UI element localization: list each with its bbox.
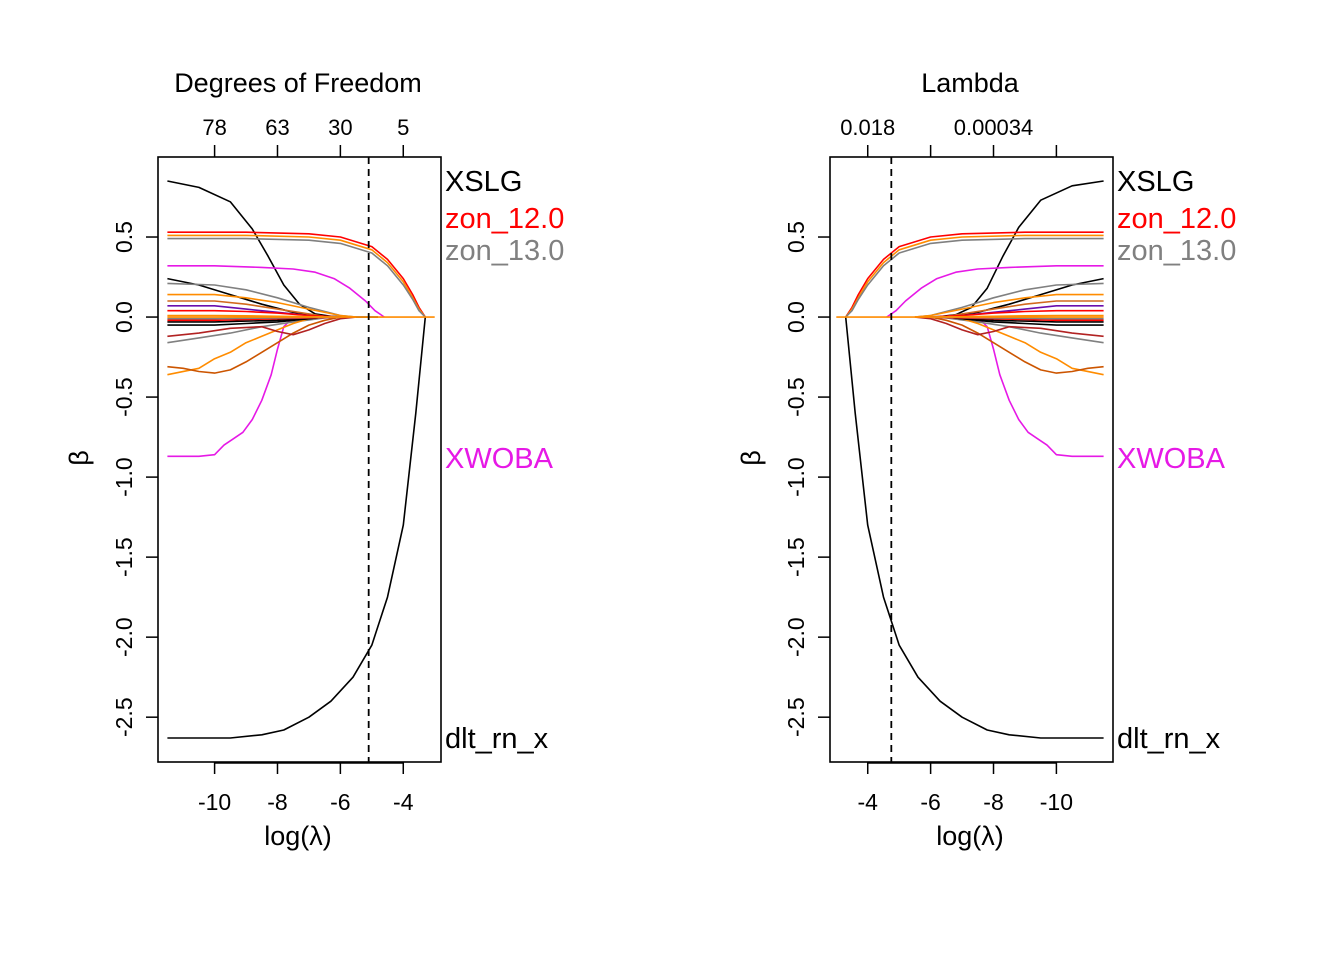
variable-label: XSLG — [445, 166, 522, 198]
plot-frame — [157, 156, 442, 763]
y-tick-label: -1.5 — [111, 537, 137, 577]
y-tick-label: -2.0 — [783, 617, 809, 657]
series-group — [836, 180, 1104, 739]
variable-label: dlt_rn_x — [445, 723, 549, 755]
series-line-4 — [167, 237, 426, 318]
series-line-18 — [167, 309, 341, 318]
panel-degrees-of-freedom: Degrees of Freedom log(λ) β -10 -8 -6 -4 78 6… — [64, 68, 564, 851]
y-tick-label: 0.0 — [783, 301, 809, 333]
y-tick-label: -1.0 — [111, 457, 137, 497]
series-line-13 — [914, 293, 1104, 318]
variable-label: dlt_rn_x — [1117, 723, 1221, 755]
y-tick-label: 0.0 — [111, 301, 137, 333]
y-tick-label: -2.5 — [111, 697, 137, 737]
series-line-12 — [914, 316, 1104, 338]
x-tick-label: -8 — [267, 789, 287, 815]
x-tick-label: -4 — [858, 789, 879, 815]
top-tick-label: 78 — [202, 115, 226, 140]
series-line-2 — [167, 231, 426, 318]
series-line-10 — [946, 316, 1104, 376]
series-line-6 — [167, 316, 294, 458]
y-tick-label: 0.5 — [111, 221, 137, 253]
series-line-13 — [167, 293, 357, 318]
series-line-18 — [930, 309, 1104, 318]
y-tick-label: 0.5 — [783, 221, 809, 253]
x-axis-title: log(λ) — [936, 821, 1004, 851]
series-line-12 — [167, 316, 357, 338]
series-line-10 — [167, 316, 325, 376]
series-line-1 — [844, 317, 1104, 739]
series-line-5 — [167, 264, 385, 318]
x-tick-label: -6 — [920, 789, 940, 815]
x-tick-label: -10 — [198, 789, 231, 815]
variable-label: XWOBA — [1117, 443, 1226, 475]
panel-lambda: Lambda log(λ) β -4 -6 -8 -10 0.018 0.00034 0.5… — [736, 68, 1236, 851]
variable-label: XSLG — [1117, 166, 1194, 198]
x-tick-label: -10 — [1040, 789, 1073, 815]
series-group — [167, 180, 435, 739]
series-line-1 — [167, 317, 427, 739]
series-line-11 — [930, 316, 1104, 374]
y-axis-title: β — [64, 450, 94, 466]
panel-title: Degrees of Freedom — [174, 68, 422, 98]
y-tick-label: -2.0 — [111, 617, 137, 657]
series-line-5 — [886, 264, 1104, 318]
series-line-11 — [167, 316, 341, 374]
y-tick-label: -0.5 — [111, 377, 137, 417]
variable-label: zon_13.0 — [1117, 235, 1236, 267]
x-axis-title: log(λ) — [264, 821, 332, 851]
variable-label: zon_12.0 — [445, 203, 564, 235]
y-axis-title: β — [736, 450, 766, 466]
plot-frame — [829, 156, 1114, 763]
x-tick-label: -8 — [983, 789, 1003, 815]
top-tick-label: 0.018 — [840, 115, 895, 140]
variable-label: zon_13.0 — [445, 235, 564, 267]
top-tick-label: 5 — [397, 115, 409, 140]
series-line-6 — [977, 316, 1104, 458]
top-tick-label: 30 — [328, 115, 352, 140]
top-tick-label: 63 — [265, 115, 289, 140]
top-tick-label: 0.00034 — [954, 115, 1034, 140]
x-tick-label: -6 — [330, 789, 350, 815]
variable-label: XWOBA — [445, 443, 554, 475]
panel-title: Lambda — [921, 68, 1020, 98]
x-tick-label: -4 — [393, 789, 414, 815]
y-tick-label: -1.5 — [783, 537, 809, 577]
y-tick-label: -2.5 — [783, 697, 809, 737]
y-tick-label: -1.0 — [783, 457, 809, 497]
variable-label: zon_12.0 — [1117, 203, 1236, 235]
y-tick-label: -0.5 — [783, 377, 809, 417]
